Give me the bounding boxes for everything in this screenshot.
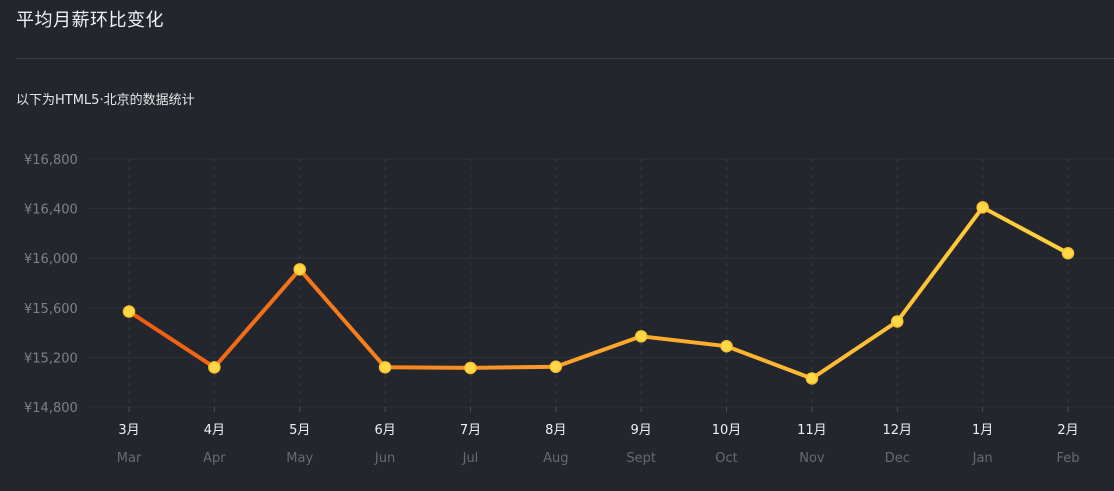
chart-title: 平均月薪环比变化: [16, 10, 164, 31]
chart-subtitle: 以下为HTML5·北京的数据统计: [16, 93, 195, 108]
x-tick-label: 11月: [797, 423, 827, 438]
x-tick-label: 4月: [204, 423, 225, 438]
vertical-grid: [128, 159, 1069, 407]
y-axis: ¥14,800 ¥15,200 ¥15,600 ¥16,000 ¥16,400 ¥16,8…: [24, 153, 78, 416]
x-tick-label: 3月: [118, 423, 139, 438]
y-tick-label: ¥16,800: [24, 153, 78, 168]
data-point[interactable]: [464, 361, 477, 375]
x-tick-label: 10月: [712, 423, 742, 438]
data-point[interactable]: [720, 339, 733, 353]
x-tick-sublabel: Nov: [799, 451, 825, 466]
x-tick-sublabel: Feb: [1056, 451, 1079, 466]
data-point[interactable]: [805, 372, 819, 385]
x-tick-sublabel: Oct: [715, 451, 737, 466]
data-point[interactable]: [891, 315, 904, 328]
y-tick-label: ¥16,000: [24, 252, 78, 267]
x-tick-sublabel: Mar: [117, 451, 142, 466]
x-tick-label: 6月: [374, 423, 395, 438]
x-tick-sublabel: Jun: [374, 451, 395, 466]
x-tick-label: 9月: [631, 423, 652, 438]
data-point[interactable]: [208, 361, 221, 374]
x-tick-label: 1月: [972, 423, 993, 438]
x-tick-sublabel: Jan: [972, 451, 993, 466]
data-point[interactable]: [122, 305, 136, 318]
data-point[interactable]: [293, 263, 306, 276]
y-tick-label: ¥14,800: [24, 401, 78, 416]
data-point[interactable]: [1061, 246, 1075, 260]
series-line: [127, 205, 1070, 381]
x-tick-label: 8月: [545, 423, 566, 438]
y-tick-label: ¥16,400: [24, 203, 78, 218]
y-tick-label: ¥15,600: [24, 302, 78, 317]
data-point[interactable]: [976, 201, 989, 214]
title-divider: [16, 58, 1114, 59]
x-tick-label: 5月: [289, 423, 310, 438]
x-tick-label: 2月: [1057, 423, 1078, 438]
x-tick-sublabel: May: [286, 451, 313, 466]
y-tick-label: ¥15,200: [24, 351, 78, 366]
data-point[interactable]: [549, 360, 563, 373]
horizontal-grid: [88, 158, 1114, 408]
x-tick-sublabel: Dec: [885, 451, 910, 466]
x-tick-sublabel: Aug: [543, 451, 568, 466]
x-tick-sublabel: Apr: [203, 451, 226, 466]
data-point[interactable]: [378, 361, 392, 374]
x-tick-sublabel: Sept: [626, 451, 656, 466]
x-axis: 3月 Mar 4月 Apr 5月 May 6月 Jun 7月 Jul 8月 Aug 9月 Sept 10月 O…: [117, 407, 1080, 466]
data-points: [122, 201, 1075, 385]
x-tick-label: 12月: [882, 423, 912, 438]
data-point[interactable]: [634, 330, 648, 343]
x-tick-sublabel: Jul: [462, 451, 479, 466]
x-tick-label: 7月: [460, 423, 481, 438]
